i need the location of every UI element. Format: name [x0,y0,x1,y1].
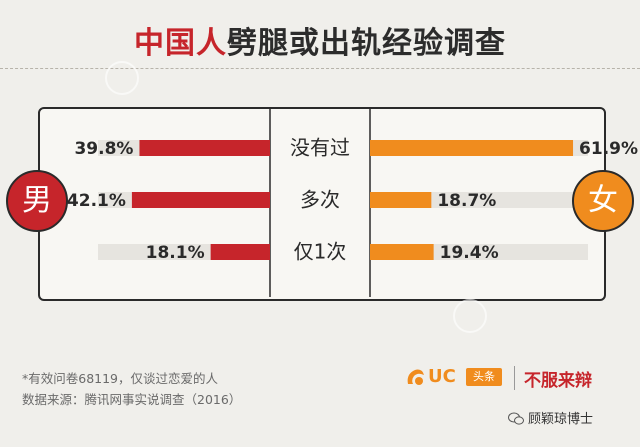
data-label-female: 18.7% [437,191,496,211]
toutiao-label: 头条 [466,368,502,386]
data-label-male: 18.1% [146,243,205,263]
data-label-female: 61.9% [579,139,638,159]
data-source: 数据来源：腾讯网事实说调查（2016） [22,392,242,407]
brand-slogan: 不服来辩 [524,371,592,391]
bar-male [131,192,270,208]
wechat-account: 顾颖琼博士 [508,408,593,427]
category-label: 没有过 [290,136,350,160]
data-label-male: 39.8% [74,139,133,159]
female-badge: 女 [572,170,634,232]
bar-female [370,140,574,156]
male-badge: 男 [6,170,68,232]
wechat-account-name: 顾颖琼博士 [528,412,594,427]
chart-title: 中国人劈腿或出轨经验调查 [0,18,640,62]
watermark-mark [453,299,487,333]
bar-female [370,244,434,260]
brand-divider [514,366,515,390]
title-rest: 劈腿或出轨经验调查 [227,26,506,61]
uc-logo-text: UC [428,366,456,387]
uc-squirrel-icon [407,369,424,385]
category-label: 仅1次 [294,240,347,264]
bar-male [210,244,270,260]
survey-note: *有效问卷68119，仅谈过恋爱的人 [22,371,219,386]
title-divider [0,68,640,69]
watermark-mark [105,61,139,95]
data-label-female: 19.4% [440,243,499,263]
wechat-icon [508,412,524,425]
uc-toutiao-logo: UC 头条 [404,366,504,388]
data-label-male: 42.1% [67,191,126,211]
title-highlight: 中国人 [134,26,227,61]
category-label: 多次 [300,188,340,212]
bar-female [370,192,432,208]
bar-male [139,140,270,156]
